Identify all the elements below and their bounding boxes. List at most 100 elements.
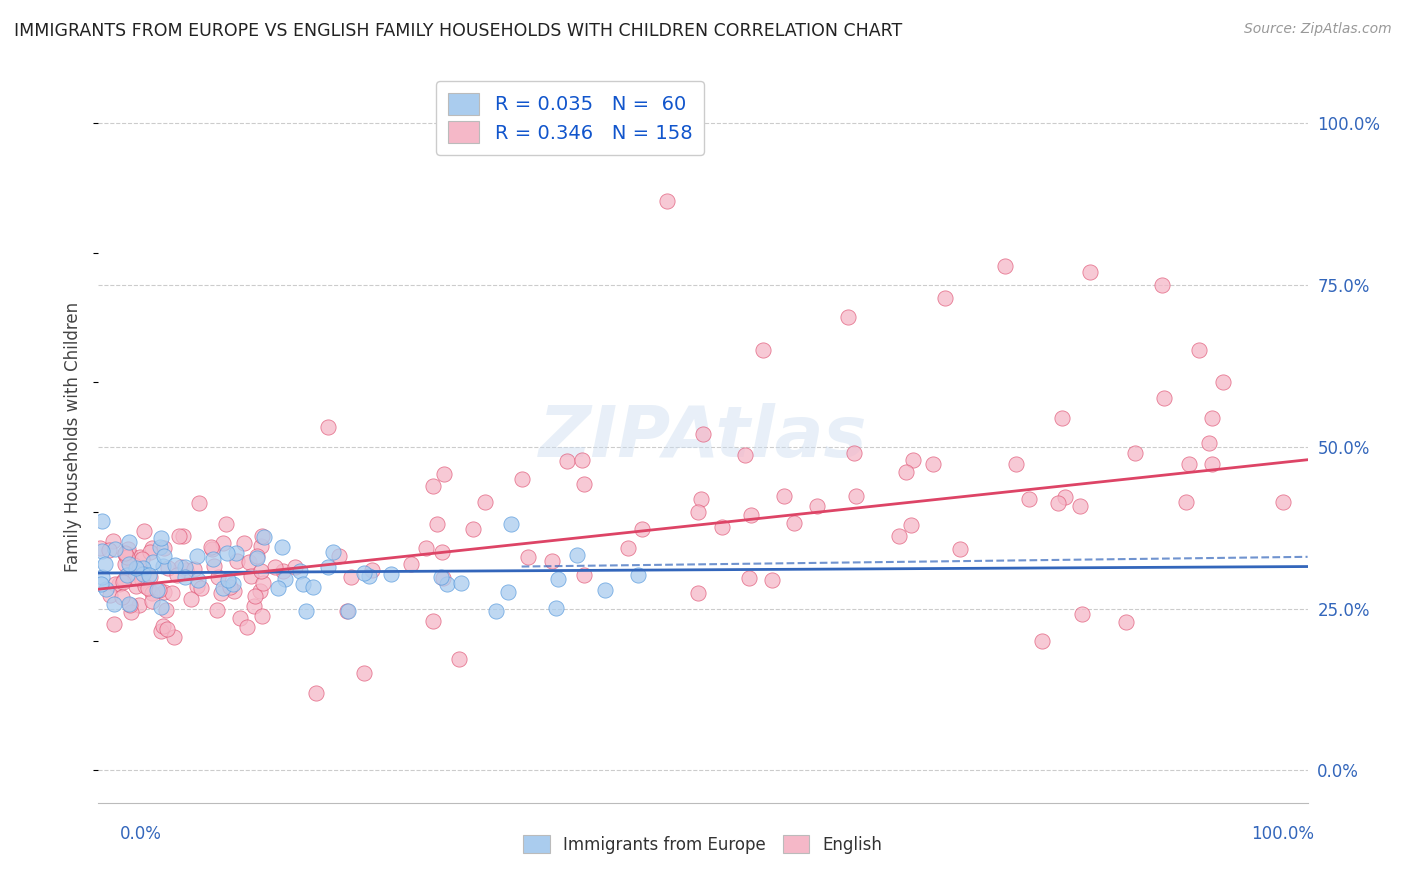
Point xyxy=(170,560,193,574)
Point xyxy=(783,516,806,531)
Point xyxy=(1078,265,1101,279)
Point xyxy=(139,570,162,584)
Point xyxy=(118,558,141,573)
Point xyxy=(148,582,170,597)
Point xyxy=(205,603,228,617)
Point xyxy=(207,570,229,584)
Point xyxy=(107,576,129,591)
Point xyxy=(249,584,271,599)
Point xyxy=(217,574,239,588)
Point xyxy=(162,630,184,644)
Point xyxy=(328,549,350,563)
Point xyxy=(149,540,172,554)
Point xyxy=(267,581,290,595)
Point xyxy=(103,534,125,549)
Point xyxy=(180,591,202,606)
Point xyxy=(426,517,449,532)
Point xyxy=(145,583,167,598)
Point xyxy=(994,259,1017,273)
Point xyxy=(1018,491,1040,506)
Point xyxy=(120,606,142,620)
Point xyxy=(270,540,292,554)
Point xyxy=(436,576,458,591)
Point xyxy=(212,581,235,595)
Point xyxy=(174,570,197,584)
Point xyxy=(245,589,267,603)
Point xyxy=(104,542,127,557)
Point xyxy=(894,466,917,480)
Point xyxy=(91,544,114,558)
Point xyxy=(692,426,714,441)
Point xyxy=(131,562,153,576)
Point xyxy=(630,522,652,536)
Point xyxy=(153,541,176,555)
Point xyxy=(337,604,360,618)
Point xyxy=(156,561,179,575)
Point xyxy=(336,604,359,618)
Point xyxy=(90,570,112,584)
Point xyxy=(202,551,225,566)
Point xyxy=(627,567,650,582)
Point xyxy=(94,558,117,572)
Text: 100.0%: 100.0% xyxy=(1251,825,1315,843)
Point xyxy=(1212,375,1234,389)
Point xyxy=(89,541,111,555)
Point xyxy=(103,597,125,611)
Point xyxy=(305,686,328,700)
Point xyxy=(380,567,402,582)
Point xyxy=(138,545,160,559)
Point xyxy=(134,579,156,593)
Point xyxy=(250,529,273,543)
Point xyxy=(120,598,142,612)
Point xyxy=(228,611,250,625)
Point xyxy=(131,573,153,587)
Point xyxy=(118,534,141,549)
Point xyxy=(1123,446,1146,460)
Point xyxy=(132,524,155,538)
Point xyxy=(97,543,120,558)
Point xyxy=(165,558,187,572)
Point xyxy=(142,556,165,570)
Point xyxy=(593,582,616,597)
Point xyxy=(1271,495,1294,509)
Point xyxy=(510,472,533,486)
Point xyxy=(200,540,222,554)
Point xyxy=(117,541,139,556)
Legend: Immigrants from Europe, English: Immigrants from Europe, English xyxy=(516,829,890,860)
Point xyxy=(934,291,956,305)
Point xyxy=(450,575,472,590)
Point xyxy=(246,550,269,565)
Point xyxy=(430,544,453,558)
Point xyxy=(1188,343,1211,357)
Point xyxy=(688,505,710,519)
Point xyxy=(837,310,859,325)
Point xyxy=(1053,491,1076,505)
Text: ZIPAtlas: ZIPAtlas xyxy=(538,402,868,472)
Point xyxy=(353,666,375,681)
Point xyxy=(253,530,276,544)
Point xyxy=(889,528,911,542)
Point xyxy=(949,542,972,557)
Point xyxy=(1069,499,1091,513)
Point xyxy=(295,604,318,618)
Point xyxy=(288,564,311,578)
Point xyxy=(806,499,828,513)
Point xyxy=(415,541,437,556)
Point xyxy=(565,548,588,562)
Point xyxy=(174,560,197,574)
Point xyxy=(432,571,454,585)
Point xyxy=(752,343,775,357)
Text: Source: ZipAtlas.com: Source: ZipAtlas.com xyxy=(1244,22,1392,37)
Point xyxy=(710,520,733,534)
Point xyxy=(284,560,307,574)
Point xyxy=(1047,495,1070,509)
Point xyxy=(129,549,152,564)
Point xyxy=(114,557,136,571)
Point xyxy=(90,577,112,591)
Point xyxy=(740,508,762,522)
Point xyxy=(1153,391,1175,405)
Point xyxy=(94,582,117,596)
Point xyxy=(91,514,114,528)
Point xyxy=(571,452,593,467)
Point xyxy=(738,571,761,585)
